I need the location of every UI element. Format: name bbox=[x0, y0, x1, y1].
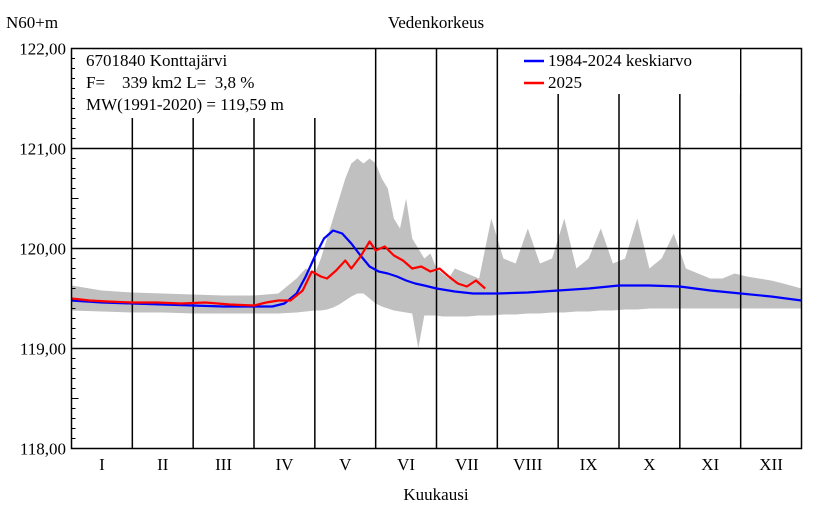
month-tick-label: II bbox=[157, 455, 169, 474]
month-tick-label: X bbox=[643, 455, 655, 474]
month-tick-label: IX bbox=[580, 455, 598, 474]
chart-title: Vedenkorkeus bbox=[388, 13, 484, 32]
month-tick-label: XII bbox=[759, 455, 783, 474]
plot-frame bbox=[70, 47, 803, 450]
legend-backdrop bbox=[520, 46, 740, 94]
month-tick-label: I bbox=[99, 455, 105, 474]
area-and-lake-percent: F= 339 km2 L= 3,8 % bbox=[86, 73, 254, 92]
month-tick-label: XI bbox=[701, 455, 719, 474]
mean-water-level: MW(1991-2020) = 119,59 m bbox=[86, 95, 284, 114]
info-box-backdrop bbox=[75, 46, 337, 118]
y-tick-label: 120,00 bbox=[19, 240, 66, 259]
month-tick-label: III bbox=[215, 455, 232, 474]
legend-label-average: 1984-2024 keskiarvo bbox=[548, 51, 692, 70]
month-tick-label: VI bbox=[397, 455, 415, 474]
month-tick-label: V bbox=[339, 455, 352, 474]
series-line-2025 bbox=[71, 240, 486, 307]
month-tick-label: VII bbox=[455, 455, 479, 474]
y-axis-label: N60+m bbox=[6, 13, 58, 32]
y-tick-label: 119,00 bbox=[20, 340, 66, 359]
y-tick-label: 121,00 bbox=[19, 140, 66, 159]
x-axis-label: Kuukausi bbox=[403, 485, 468, 504]
month-tick-label: VIII bbox=[513, 455, 543, 474]
station-name: 6701840 Konttajärvi bbox=[86, 51, 227, 70]
y-tick-label: 118,00 bbox=[20, 440, 66, 459]
y-tick-label: 122,00 bbox=[19, 40, 66, 59]
legend: 1984-2024 keskiarvo 2025 bbox=[520, 46, 740, 94]
legend-label-2025: 2025 bbox=[548, 73, 582, 92]
month-tick-label: IV bbox=[275, 455, 294, 474]
series-line-average bbox=[71, 229, 802, 308]
